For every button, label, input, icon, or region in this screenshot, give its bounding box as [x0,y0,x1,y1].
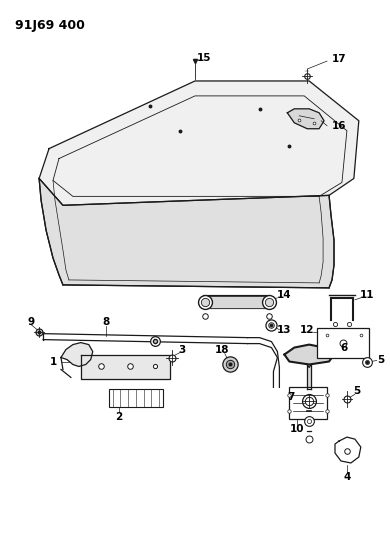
Text: 4: 4 [343,472,351,482]
Text: 3: 3 [179,344,186,354]
Polygon shape [61,343,93,367]
Text: 1: 1 [50,357,57,367]
FancyBboxPatch shape [289,387,327,419]
Text: 5: 5 [377,354,384,365]
Polygon shape [287,109,324,129]
Text: 18: 18 [215,344,229,354]
Text: 15: 15 [197,53,211,63]
Text: 13: 13 [277,325,292,335]
Polygon shape [81,354,170,379]
Text: 12: 12 [300,325,314,335]
Text: 8: 8 [102,317,109,327]
Polygon shape [284,345,334,365]
Bar [109,389,163,407]
Text: 10: 10 [290,424,305,434]
Text: 11: 11 [360,290,374,300]
Text: 6: 6 [340,343,347,352]
Polygon shape [39,81,359,205]
Text: 14: 14 [277,290,292,300]
Text: 2: 2 [115,412,122,422]
Text: 91J69 400: 91J69 400 [15,19,85,33]
Text: 16: 16 [332,121,346,131]
Text: 17: 17 [332,54,346,64]
Polygon shape [39,179,334,288]
Text: 5: 5 [353,386,360,397]
Bar [317,328,369,358]
Text: 7: 7 [287,392,295,402]
Text: 9: 9 [28,317,35,327]
